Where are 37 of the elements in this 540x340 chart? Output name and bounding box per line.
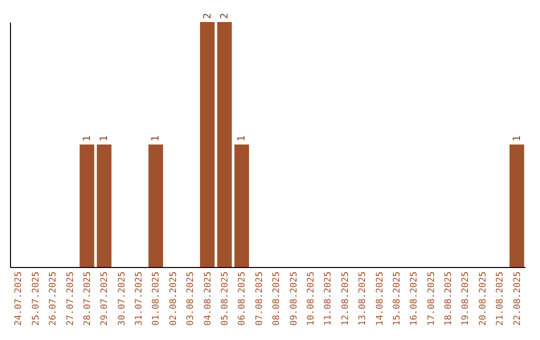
x-tick-label: 18.08.2025 (444, 272, 454, 326)
x-tick-label: 03.08.2025 (186, 272, 196, 326)
data-label: 1 (236, 135, 248, 142)
x-tick-label: 19.08.2025 (461, 272, 472, 326)
x-tick-label: 20.08.2025 (478, 272, 488, 326)
x-tick-label: 06.08.2025 (238, 272, 248, 326)
x-tick-label: 02.08.2025 (168, 272, 179, 326)
x-tick-label: 05.08.2025 (220, 272, 231, 326)
x-tick-label: 13.08.2025 (358, 272, 368, 326)
x-tick-label: 11.08.2025 (324, 272, 334, 326)
x-tick-label: 15.08.2025 (392, 272, 402, 326)
x-tick-label: 31.07.2025 (134, 272, 145, 326)
x-tick-label: 21.08.2025 (496, 272, 506, 326)
data-label: 1 (512, 135, 523, 142)
x-tick-label: 26.07.2025 (48, 272, 59, 326)
x-tick-label: 14.08.2025 (375, 272, 386, 326)
x-tick-label: 17.08.2025 (426, 272, 437, 326)
data-label: 2 (202, 12, 214, 19)
data-label: 1 (82, 135, 93, 142)
x-tick-label: 04.08.2025 (203, 272, 214, 326)
x-tick-label: 22.08.2025 (512, 272, 523, 326)
data-label: 1 (99, 135, 110, 142)
x-tick-label: 30.07.2025 (117, 272, 128, 326)
data-label: 2 (220, 12, 231, 19)
x-tick-label: 24.07.2025 (14, 272, 24, 326)
x-tick-label: 07.08.2025 (254, 272, 265, 326)
x-tick-label: 09.08.2025 (289, 272, 300, 326)
x-tick-label: 12.08.2025 (340, 272, 351, 326)
x-tick-label: 01.08.2025 (152, 272, 162, 326)
data-label: 1 (150, 135, 162, 142)
x-tick-label: 25.07.2025 (31, 272, 42, 326)
x-tick-label: 10.08.2025 (306, 272, 316, 326)
x-tick-label: 27.07.2025 (66, 272, 76, 326)
x-tick-label: 29.07.2025 (100, 272, 110, 326)
x-tick-label: 08.08.2025 (272, 272, 282, 326)
x-tick-label: 16.08.2025 (410, 272, 420, 326)
x-tick-label: 28.07.2025 (82, 272, 93, 326)
